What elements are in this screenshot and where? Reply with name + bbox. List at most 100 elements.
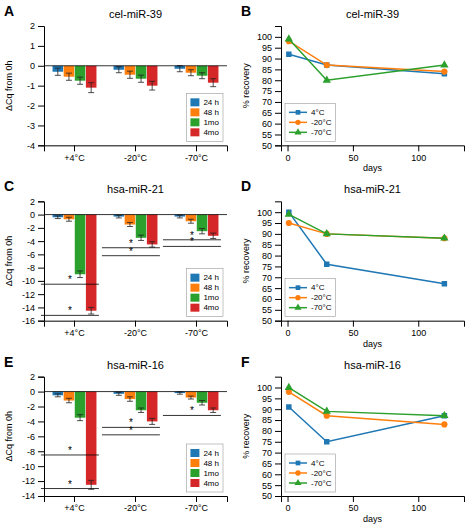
tick: -20°C: [124, 321, 148, 338]
tick: 55: [262, 305, 281, 315]
tick-mark: [38, 466, 44, 467]
legend-marker: [295, 470, 300, 475]
tick-label: 100: [257, 208, 272, 218]
tick-label: 60: [262, 119, 272, 129]
legend-swatch: [190, 128, 199, 136]
tick-mark: [275, 223, 281, 224]
tick-mark: [353, 145, 354, 151]
legend-entry: 24 h: [190, 273, 219, 282]
tick-mark: [38, 421, 44, 422]
error-bar: [210, 79, 216, 87]
tick: +4°C: [64, 145, 85, 162]
tick: 1: [30, 41, 44, 51]
tick: 65: [262, 108, 281, 118]
panel-label: D: [241, 178, 251, 194]
tick-mark: [38, 268, 44, 269]
legend-swatch: [190, 294, 199, 302]
legend-label: 24 h: [203, 98, 219, 107]
tick-mark: [275, 442, 281, 443]
tick-label: 60: [262, 294, 272, 304]
tick-label: 85: [262, 65, 272, 75]
tick-mark: [135, 496, 136, 502]
tick-mark: [74, 145, 75, 151]
y-axis: -16-14-12-10-8-6-4-202: [22, 197, 45, 326]
y-axis: 50556065707580859095100: [257, 377, 282, 501]
error-bar: [116, 67, 122, 73]
title: hsa-miR-16: [107, 359, 164, 371]
legend-swatch: [190, 108, 199, 116]
tick-mark: [275, 321, 281, 322]
tick-mark: [275, 113, 281, 114]
bar: [86, 215, 97, 311]
bar-series: [86, 66, 219, 93]
y-axis: -14-12-10-8-6-4-202: [22, 372, 45, 501]
x-axis-line: [282, 146, 465, 152]
tick-label: 0: [30, 210, 35, 220]
title: hsa-miR-21: [107, 183, 164, 195]
tick-mark: [38, 281, 44, 282]
bar-series: [86, 215, 219, 314]
tick-label: 2: [30, 197, 35, 207]
legend-label: -70°C: [311, 303, 332, 312]
significance-label: *: [68, 305, 72, 316]
plot: hsa-miR-2150556065707580859095100% recov…: [241, 183, 465, 348]
legend-swatch: [190, 449, 199, 457]
title: hsa-miR-21: [344, 183, 401, 195]
x-axis-line: [282, 321, 465, 327]
plot: hsa-miR-16-14-12-10-8-6-4-202ΔCq from 0h…: [4, 359, 228, 514]
tick-mark: [196, 496, 197, 502]
tick-mark: [275, 256, 281, 257]
tick-label: -1: [27, 81, 35, 91]
tick: -4: [27, 417, 44, 427]
y-axis-line: [275, 202, 282, 321]
panel-label: C: [4, 178, 14, 194]
line: [289, 39, 445, 80]
tick-label: 2: [30, 21, 35, 31]
panel: hsa-miR-1650556065707580859095100% recov…: [241, 354, 465, 524]
legend-marker: [294, 304, 301, 310]
error-bar: [138, 408, 144, 412]
tick-label: 80: [262, 251, 272, 261]
tick: -4: [27, 141, 44, 151]
legend-label: -70°C: [311, 128, 332, 137]
tick: 100: [257, 208, 281, 218]
tick: 2: [30, 197, 44, 207]
tick-label: 0: [286, 153, 291, 163]
x-axis: +4°C-20°C-70°C: [45, 145, 228, 162]
legend-entry: 48 h: [190, 459, 219, 468]
tick-label: 50: [262, 316, 272, 326]
x-axis-title: days: [363, 514, 383, 524]
tick-label: -6: [27, 432, 35, 442]
tick-label: +4°C: [64, 153, 85, 163]
line: [289, 212, 445, 284]
tick-mark: [275, 409, 281, 410]
tick: 100: [257, 383, 281, 393]
marks: [285, 383, 449, 445]
tick-mark: [275, 91, 281, 92]
tick-mark: [38, 307, 44, 308]
tick-label: -2: [27, 402, 35, 412]
tick-mark: [38, 228, 44, 229]
tick: 80: [262, 76, 281, 86]
tick-label: 95: [262, 218, 272, 228]
panel: cel-miR-3950556065707580859095100% recov…: [241, 3, 465, 173]
tick-label: -8: [27, 263, 35, 273]
tick-mark: [275, 48, 281, 49]
marks: [285, 34, 449, 82]
tick-mark: [275, 245, 281, 246]
tick: 60: [262, 294, 281, 304]
legend-label: 4mo: [203, 303, 219, 312]
tick-label: 50: [348, 503, 358, 513]
tick: 60: [262, 470, 281, 480]
tick-mark: [275, 388, 281, 389]
tick: +4°C: [64, 496, 85, 513]
error-bar: [88, 83, 94, 93]
panel: hsa-miR-2150556065707580859095100% recov…: [241, 178, 465, 348]
tick: 85: [262, 240, 281, 250]
legend-entry: 1mo: [190, 118, 219, 127]
marker: [440, 60, 448, 67]
error-bar: [138, 75, 144, 82]
tick-mark: [38, 66, 44, 67]
tick-label: 65: [262, 459, 272, 469]
legend-label: 4°C: [311, 459, 325, 468]
